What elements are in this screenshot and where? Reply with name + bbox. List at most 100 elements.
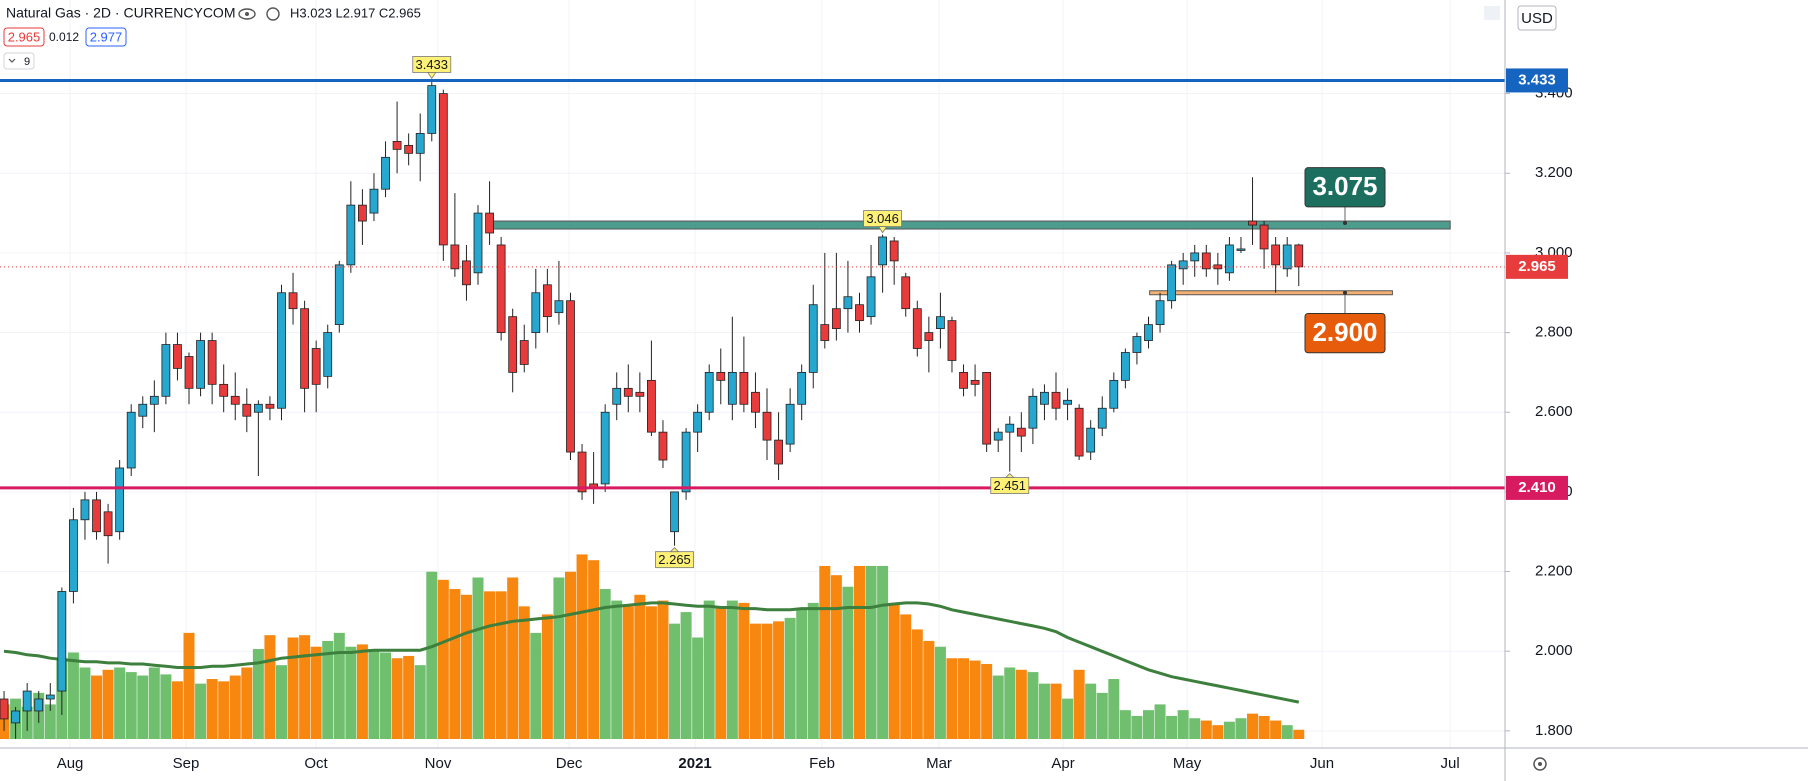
volume-bar xyxy=(900,614,912,739)
eye-icon[interactable] xyxy=(238,8,256,20)
candle-body xyxy=(1282,244,1292,270)
candle-body xyxy=(138,403,148,417)
candle-body xyxy=(1236,248,1246,251)
candle-body xyxy=(1248,220,1257,226)
candle-body xyxy=(11,710,21,724)
candle-body xyxy=(404,144,414,154)
volume-bar xyxy=(1050,683,1062,739)
volume-bar xyxy=(1281,725,1293,739)
y-tick-label: 2.200 xyxy=(1535,563,1573,580)
settings-gear[interactable] xyxy=(1533,757,1547,771)
x-tick-label: Nov xyxy=(425,755,452,772)
candle-body xyxy=(554,300,564,314)
candle-body xyxy=(242,403,252,417)
candle-body xyxy=(196,340,205,389)
zone-anchor xyxy=(1343,290,1347,295)
zone-label-box xyxy=(1304,167,1386,208)
overlay-layer: 3.075 2.900 3.433 3.046 2.451 2.265 xyxy=(0,56,1505,569)
candle-body xyxy=(762,411,772,441)
zone xyxy=(1149,290,1393,296)
volume-bar xyxy=(79,667,91,739)
candle-body xyxy=(173,344,182,369)
candle-body xyxy=(831,308,841,329)
settings-icon[interactable] xyxy=(266,7,280,21)
candle-body xyxy=(1016,427,1026,437)
y-tick-label: 2.000 xyxy=(1535,642,1573,659)
candle-body xyxy=(808,304,818,373)
candle-body xyxy=(1063,399,1072,405)
volume-bar xyxy=(287,637,299,739)
price-level-tag xyxy=(1506,68,1568,93)
volume-bar xyxy=(692,637,704,739)
candle-body xyxy=(1109,379,1119,409)
candle-body xyxy=(277,292,286,409)
candle-body xyxy=(901,276,911,310)
volume-bar xyxy=(1154,704,1166,739)
volume-bar xyxy=(1212,725,1224,739)
candle-body xyxy=(1294,244,1304,268)
ask-box[interactable] xyxy=(85,27,127,47)
indicator-count: 9 xyxy=(24,56,30,68)
candle-body xyxy=(716,372,726,381)
volume-bar xyxy=(958,658,970,739)
annotation-pointer xyxy=(1004,473,1015,478)
collapse-arrow xyxy=(8,58,16,63)
candle-body xyxy=(635,391,645,397)
last-price-tag-label: 2.965 xyxy=(1518,258,1556,275)
volume-bar xyxy=(1073,669,1085,739)
volume-bar xyxy=(669,623,681,739)
volume-bar xyxy=(1004,667,1016,739)
scroll-button[interactable] xyxy=(1484,6,1500,20)
candle-body xyxy=(658,431,668,461)
bid-box[interactable] xyxy=(3,27,45,47)
volume-bar xyxy=(252,649,264,739)
volume-bar xyxy=(310,646,322,739)
x-tick-label: Jun xyxy=(1310,755,1334,772)
volume-ma-line xyxy=(3,601,1300,704)
candle-body xyxy=(1086,427,1096,453)
candle-body xyxy=(959,372,968,389)
candle-body xyxy=(1028,395,1038,429)
annotation-label: 3.046 xyxy=(866,211,899,226)
volume-bar xyxy=(992,675,1004,739)
volume-bar xyxy=(368,649,380,739)
candle-body xyxy=(1144,324,1153,341)
candle-body xyxy=(184,356,194,389)
candle-body xyxy=(485,212,494,234)
currency-box[interactable] xyxy=(1517,5,1557,31)
x-tick-label: May xyxy=(1173,755,1202,772)
volume-bar xyxy=(784,617,796,739)
annotation-label: 2.265 xyxy=(658,552,691,567)
candle-body xyxy=(774,439,783,465)
volume-bar xyxy=(576,554,588,739)
candle-body xyxy=(681,431,691,493)
volume-bar xyxy=(1258,715,1270,739)
price-axis-bg xyxy=(1505,0,1808,781)
annotation-pointer xyxy=(427,72,437,80)
volume-bar xyxy=(853,565,865,739)
volume-bar xyxy=(761,623,773,739)
volume-bar xyxy=(241,667,253,739)
volume-bar xyxy=(1200,720,1212,739)
volume-bar xyxy=(1096,692,1108,739)
zone-anchor xyxy=(1343,221,1347,226)
candle-body xyxy=(1178,260,1188,270)
price-level-tag-label: 2.410 xyxy=(1518,479,1556,496)
candle-body xyxy=(797,372,807,405)
candle-body xyxy=(1190,252,1200,262)
candle-body xyxy=(1005,423,1015,433)
volume-bar xyxy=(322,640,334,739)
candle-body xyxy=(92,499,101,533)
annotation-label: 2.451 xyxy=(993,478,1026,493)
candle-body xyxy=(1132,336,1142,353)
volume-bar xyxy=(495,591,507,739)
candle-body xyxy=(369,188,379,214)
eye-icon-outline xyxy=(238,8,256,20)
candle-body xyxy=(1040,391,1049,405)
candle-body xyxy=(866,276,876,318)
volume-bar xyxy=(1247,713,1259,739)
indicators-toggle[interactable] xyxy=(3,52,35,70)
volume-layer xyxy=(0,554,1305,739)
volume-bar xyxy=(1177,710,1189,739)
